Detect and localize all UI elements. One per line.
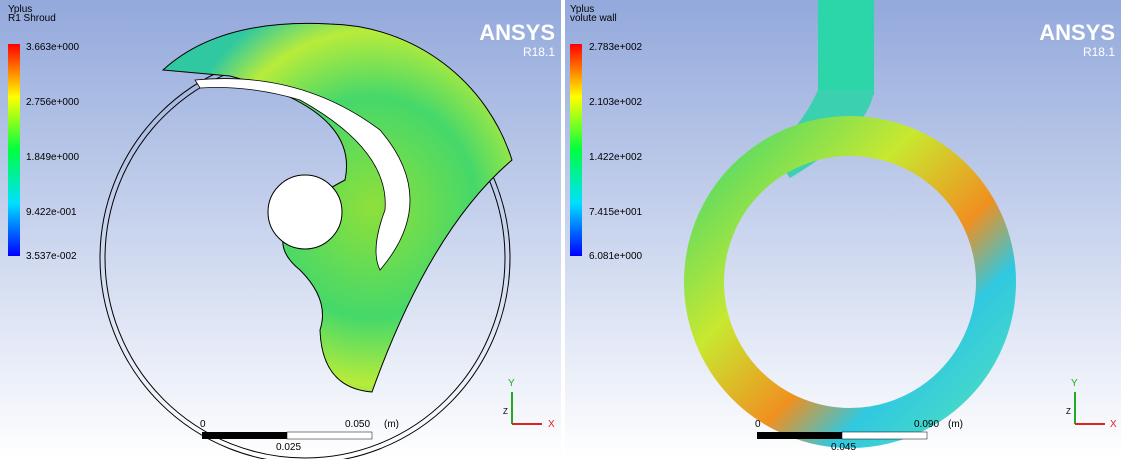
brand: ANSYS: [1039, 20, 1115, 45]
legend-label: 2.756e+000: [26, 97, 80, 108]
scale-unit: (m): [384, 419, 399, 430]
axis-x-label: X: [1110, 419, 1117, 430]
legend-label: 2.103e+002: [589, 97, 643, 108]
scale-start: 0: [200, 419, 206, 430]
axis-z-label: Z: [1066, 407, 1071, 416]
version: R18.1: [1083, 45, 1115, 59]
colorbar: [570, 44, 582, 256]
colorbar: [8, 44, 20, 256]
scale-start: 0: [755, 419, 761, 430]
scale-bar: [202, 432, 287, 439]
legend-location: volute wall: [570, 13, 617, 24]
outlet-pipe: [818, 0, 874, 95]
legend-label: 3.663e+000: [26, 42, 80, 53]
axis-z-label: Z: [503, 407, 508, 416]
scale-unit: (m): [948, 419, 963, 430]
scale-mid: 0.025: [276, 442, 301, 453]
legend-label: 1.849e+000: [26, 152, 80, 163]
hub: [268, 175, 342, 249]
legend-label: 3.537e-002: [26, 251, 77, 262]
scale-mid: 0.045: [831, 442, 856, 453]
screenshot: Yplus R1 Shroud 3.663e+000 2.756e+000 1.…: [0, 0, 1121, 459]
legend-label: 2.783e+002: [589, 42, 643, 53]
version: R18.1: [523, 45, 555, 59]
scale-end: 0.050: [345, 419, 370, 430]
brand: ANSYS: [479, 20, 555, 45]
axis-y-label: Y: [508, 378, 515, 389]
axis-y-label: Y: [1071, 378, 1078, 389]
scale-bar: [757, 432, 842, 439]
legend-location: R1 Shroud: [8, 13, 56, 24]
legend-label: 1.422e+002: [589, 152, 643, 163]
scale-end: 0.090: [914, 419, 939, 430]
legend-label: 7.415e+001: [589, 207, 643, 218]
scale-bar: [842, 432, 927, 439]
axis-x-label: X: [548, 419, 555, 430]
legend-label: 6.081e+000: [589, 251, 643, 262]
legend-label: 9.422e-001: [26, 207, 77, 218]
scale-bar: [287, 432, 372, 439]
